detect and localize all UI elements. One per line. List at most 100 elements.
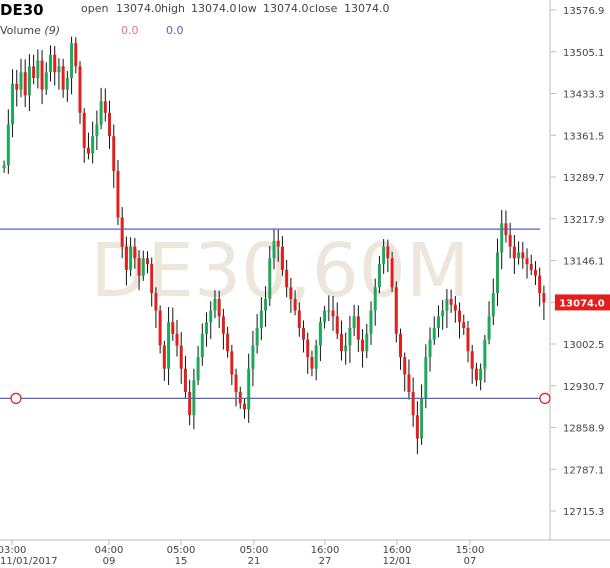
candle-body — [285, 269, 289, 288]
candles — [2, 36, 546, 455]
candle-body — [436, 316, 440, 329]
candle-body — [196, 357, 200, 381]
candle-body — [512, 246, 516, 259]
symbol-title: DE30 — [0, 1, 44, 19]
candle-body — [415, 415, 419, 439]
candle-body — [521, 252, 525, 259]
x-tick-time: 15:00 — [456, 545, 485, 556]
candle-body — [15, 83, 19, 90]
candle-body — [183, 368, 187, 392]
candle-body — [458, 310, 462, 323]
candle-body — [99, 101, 103, 125]
candle-body — [65, 77, 69, 90]
x-tick-date: 09 — [103, 556, 116, 567]
candle-body — [310, 357, 314, 369]
candle-body — [542, 293, 546, 303]
candle-body — [344, 345, 348, 352]
candle-body — [390, 258, 394, 288]
candle-body — [280, 246, 284, 270]
candle-body — [129, 246, 133, 270]
line-handle-left[interactable] — [10, 392, 22, 404]
candle-body — [491, 293, 495, 317]
candle-body — [369, 310, 373, 334]
y-tick-label: 13289.7 — [563, 173, 604, 184]
candle-body — [108, 112, 112, 137]
candle-body — [150, 264, 154, 294]
x-tick-time: 05:00 — [167, 545, 196, 556]
candle-body — [141, 258, 145, 276]
candle-body — [500, 223, 504, 253]
candle-body — [145, 258, 149, 265]
x-tick-date: 27 — [319, 556, 332, 567]
candle-body — [496, 252, 500, 294]
candle-body — [264, 298, 268, 311]
y-tick-label: 13505.1 — [563, 48, 604, 59]
volume-indicator: Volume (9) — [0, 24, 60, 37]
candle-body — [226, 333, 230, 352]
line-handle-right[interactable] — [539, 392, 551, 404]
candle-body — [474, 368, 478, 381]
candle-body — [377, 264, 381, 288]
candle-body — [124, 246, 128, 270]
open-label: open — [81, 2, 109, 15]
candle-body — [158, 310, 162, 346]
y-tick-label: 12858.9 — [563, 424, 604, 435]
candle-body — [230, 351, 234, 375]
x-tick-time: 03:00 — [0, 545, 26, 556]
x-tick-time: 05:00 — [240, 545, 269, 556]
candle-body — [356, 316, 360, 340]
candle-body — [200, 333, 204, 358]
candle-body — [48, 54, 52, 73]
volume-period: (9) — [44, 24, 61, 37]
candle-body — [272, 240, 276, 259]
x-tick-date: 15 — [175, 556, 188, 567]
candle-body — [289, 287, 293, 299]
horizontal-lines[interactable] — [0, 228, 551, 404]
candle-body — [449, 298, 453, 305]
candle-body — [339, 333, 343, 352]
candle-body — [382, 246, 386, 265]
candle-body — [365, 333, 369, 352]
candle-body — [445, 298, 449, 311]
candle-body — [205, 322, 209, 334]
low-label: low — [238, 2, 257, 15]
candle-body — [297, 310, 301, 329]
candle-body — [6, 124, 10, 166]
candle-body — [32, 66, 36, 78]
candle-body — [508, 234, 512, 247]
high-label: high — [161, 2, 185, 15]
candle-body — [213, 298, 217, 311]
candle-body — [525, 258, 529, 265]
candle-body — [137, 258, 141, 276]
candle-body — [335, 316, 339, 334]
candle-body — [441, 310, 445, 317]
y-tick-label: 13002.5 — [563, 340, 604, 351]
candle-body — [103, 101, 107, 113]
candle-body — [23, 72, 27, 96]
candle-body — [348, 328, 352, 346]
candle-body — [533, 269, 537, 276]
candle-body — [331, 310, 335, 317]
candle-body — [11, 83, 15, 125]
candle-body — [44, 72, 48, 90]
candle-body — [116, 171, 120, 218]
candle-body — [293, 298, 297, 311]
x-tick-date: 12/01 — [383, 556, 412, 567]
candle-body — [2, 165, 6, 169]
candle-body — [95, 124, 99, 137]
y-tick-label: 12787.1 — [563, 465, 604, 476]
candle-body — [175, 333, 179, 346]
x-tick-time: 16:00 — [383, 545, 412, 556]
candle-body — [57, 66, 61, 73]
candle-body — [399, 333, 403, 358]
candle-body — [420, 397, 424, 439]
candle-body — [234, 374, 238, 392]
candle-body — [487, 316, 491, 340]
candle-body — [373, 287, 377, 311]
current-price-box — [555, 294, 610, 311]
candle-body — [323, 310, 327, 323]
candle-body — [318, 322, 322, 346]
candle-body — [251, 345, 255, 369]
candle-body — [27, 66, 31, 96]
